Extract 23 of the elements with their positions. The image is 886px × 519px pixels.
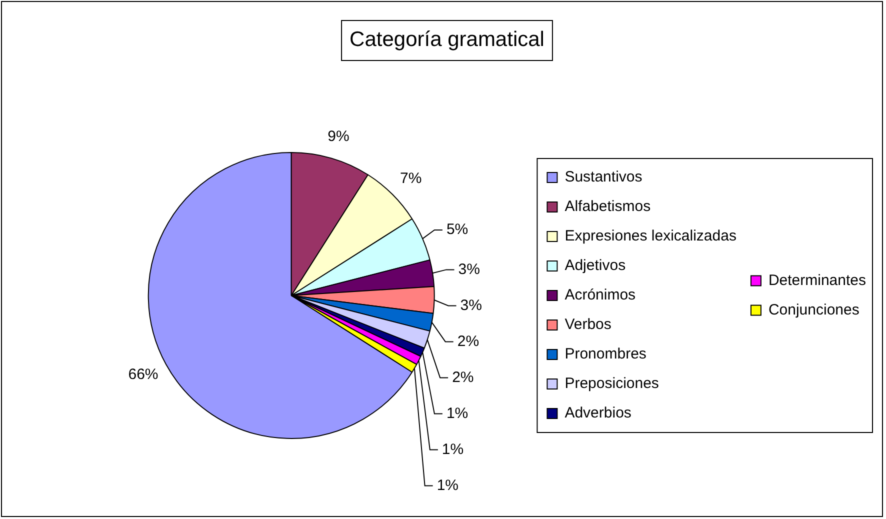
legend-label: Pronombres [564,346,646,363]
data-label: 3% [460,296,482,314]
data-label: 5% [446,221,468,238]
data-label: 1% [446,404,468,422]
chart-title: Categoría gramatical [350,28,544,51]
data-label: 66% [128,366,158,384]
legend-label: Conjunciones [768,301,860,318]
legend-label: Acrónimos [564,286,636,304]
data-label: 1% [436,476,459,494]
data-label: 2% [452,368,474,386]
legend-label: Alfabetismos [564,198,651,216]
legend-label: Determinantes [768,272,866,289]
legend-label: Adjetivos [564,257,626,274]
legend-label: Expresiones lexicalizadas [564,228,736,245]
data-label: 9% [328,128,350,146]
legend-label: Adverbios [564,404,632,422]
data-label: 7% [400,170,422,187]
legend-label: Preposiciones [564,375,659,392]
data-label: 3% [458,260,480,278]
data-label: 1% [442,440,464,458]
legend-label: Sustantivos [564,168,642,186]
legend-label: Verbos [564,316,612,334]
data-label: 2% [457,332,480,350]
